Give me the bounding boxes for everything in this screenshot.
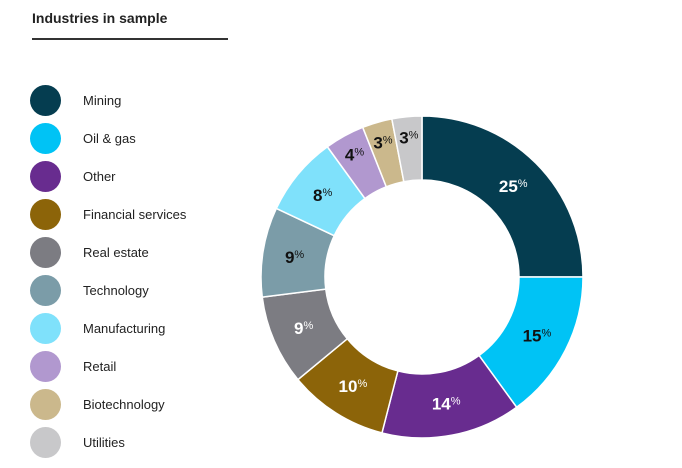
legend-swatch bbox=[30, 160, 61, 192]
legend-label: Retail bbox=[83, 358, 117, 374]
legend-swatch bbox=[30, 388, 61, 420]
data-label: 10% bbox=[339, 377, 368, 396]
legend-label: Technology bbox=[83, 282, 149, 298]
legend-item: Mining bbox=[30, 84, 122, 116]
legend-swatch bbox=[30, 350, 61, 382]
legend-label: Manufacturing bbox=[83, 320, 166, 336]
legend-item: Other bbox=[30, 160, 116, 192]
legend-item: Utilities bbox=[30, 426, 125, 458]
data-label: 9% bbox=[294, 319, 313, 338]
title-divider bbox=[32, 38, 228, 40]
legend-swatch bbox=[30, 426, 61, 458]
legend-swatch bbox=[30, 312, 61, 344]
data-label: 25% bbox=[499, 177, 528, 196]
legend-swatch bbox=[30, 198, 61, 230]
legend-item: Manufacturing bbox=[30, 312, 166, 344]
legend-label: Utilities bbox=[83, 434, 125, 450]
legend-item: Oil & gas bbox=[30, 122, 136, 154]
legend-swatch bbox=[30, 84, 61, 116]
legend-item: Financial services bbox=[30, 198, 187, 230]
legend-swatch bbox=[30, 122, 61, 154]
legend-item: Biotechnology bbox=[30, 388, 165, 420]
legend-label: Financial services bbox=[83, 206, 187, 222]
legend-swatch bbox=[30, 274, 61, 306]
data-label: 15% bbox=[523, 327, 552, 346]
chart-title: Industries in sample bbox=[32, 10, 168, 26]
legend-item: Retail bbox=[30, 350, 117, 382]
data-label: 8% bbox=[313, 186, 332, 205]
legend-swatch bbox=[30, 236, 61, 268]
legend-label: Oil & gas bbox=[83, 130, 136, 146]
data-label: 4% bbox=[345, 145, 364, 164]
data-label: 3% bbox=[373, 134, 392, 153]
slice-mining bbox=[421, 115, 584, 278]
slice-utilities bbox=[390, 115, 423, 183]
legend-item: Real estate bbox=[30, 236, 149, 268]
data-label: 14% bbox=[432, 395, 461, 414]
data-label: 9% bbox=[285, 248, 304, 267]
legend-label: Mining bbox=[83, 92, 122, 108]
legend-label: Other bbox=[83, 168, 116, 184]
legend-item: Technology bbox=[30, 274, 149, 306]
data-label: 3% bbox=[399, 129, 418, 148]
legend-label: Biotechnology bbox=[83, 396, 165, 412]
legend-label: Real estate bbox=[83, 244, 149, 260]
